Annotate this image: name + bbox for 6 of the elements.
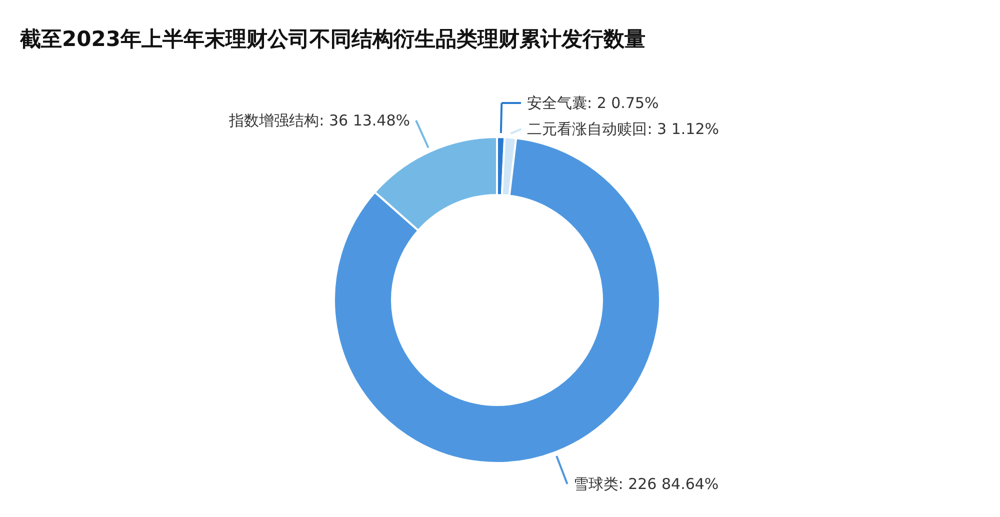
legend-label: 安全气囊: 2 0.75% bbox=[527, 94, 659, 112]
chart-title: 截至2023年上半年末理财公司不同结构衍生品类理财累计发行数量 bbox=[19, 27, 646, 51]
donut-slice bbox=[333, 137, 661, 464]
slice-label: 雪球类: 226 84.64% bbox=[573, 475, 719, 494]
slice-label: 指数增强结构: 36 13.48% bbox=[228, 111, 410, 130]
slice-label: 二元看涨自动赎回: 3 1.12% bbox=[527, 120, 720, 138]
